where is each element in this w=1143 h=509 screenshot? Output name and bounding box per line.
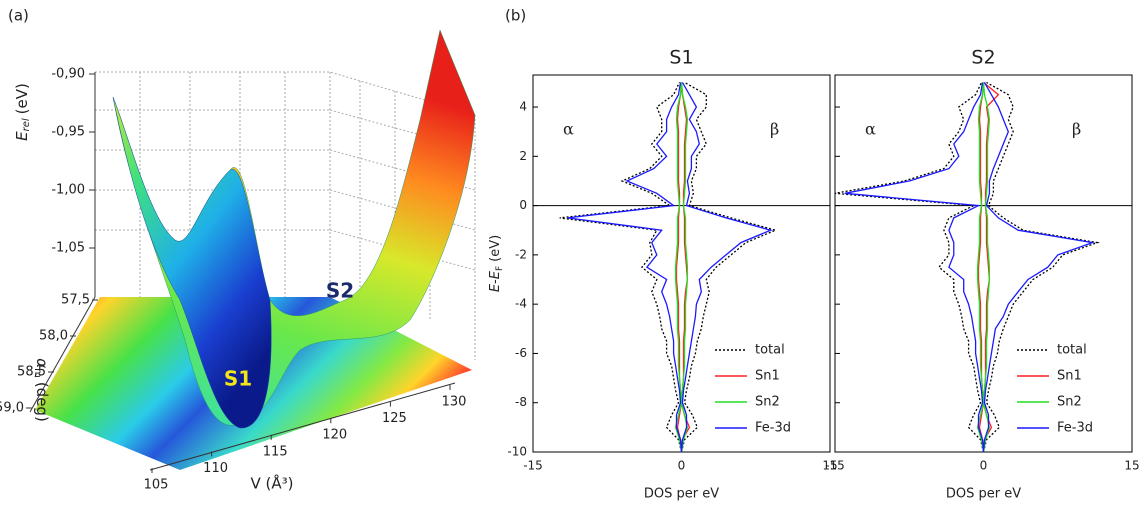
v-tick-label: 115	[263, 444, 288, 459]
dos-curve	[559, 82, 683, 453]
y-tick-label: 2	[519, 149, 527, 163]
y-tick-label: -2	[515, 247, 527, 261]
surface-valley	[112, 96, 272, 429]
x-axis-title: DOS per eV	[644, 487, 719, 502]
y-label-sub: F	[495, 266, 505, 271]
dos-curve	[680, 82, 773, 453]
alpha-axis	[29, 296, 96, 413]
legend-label: Sn1	[755, 369, 780, 384]
v-tick-label: 105	[144, 478, 169, 493]
y-tick-label: -6	[515, 346, 527, 360]
y-tick-label: 4	[519, 100, 527, 114]
alpha-tick-label: 58,0	[39, 329, 68, 344]
dos-curve	[982, 82, 1095, 453]
dos-panels: (b) S1 DOS per eV α β -15 0 15 4 2 0 -2 -4 -6 -8 -10 E-E…	[488, 7, 1140, 502]
alpha-tick-label: 57,5	[61, 293, 90, 308]
z-label-sub: rel	[21, 118, 32, 131]
z-tick-label: -0,95	[51, 125, 85, 140]
panel-title: S2	[971, 47, 995, 69]
legend-label: total	[755, 343, 785, 358]
alpha-axis-title: αm (deg)	[32, 358, 52, 422]
spin-label: β	[770, 120, 779, 139]
s2-annotation: S2	[326, 279, 354, 303]
y-label-main: E-E	[488, 270, 503, 292]
v-tick-label: 125	[382, 411, 407, 426]
panel-label: (a)	[8, 7, 29, 25]
legend-label: Sn2	[755, 395, 780, 410]
dos-curve	[982, 81, 1000, 453]
z-tick-label: -1,05	[51, 241, 85, 256]
spin-label: α	[563, 120, 574, 139]
z-tick-label: -1,00	[51, 183, 85, 198]
spin-label: α	[865, 120, 876, 139]
y-tick-label: 0	[519, 198, 527, 212]
x-tick-label: 0	[980, 459, 988, 473]
panel-title: S1	[669, 47, 693, 69]
legend-label: Sn1	[1057, 369, 1082, 384]
x-tick-label: -15	[523, 459, 543, 473]
dos-curve	[680, 81, 778, 453]
alpha-label-sub: m	[32, 368, 43, 378]
dos-curve	[680, 82, 689, 453]
z-label-unit: (eV)	[13, 83, 31, 114]
x-tick-label: 0	[678, 459, 686, 473]
v-axis	[149, 382, 456, 471]
dos-curve	[567, 82, 683, 453]
dos-curve	[976, 82, 985, 453]
z-label-main: E	[13, 131, 31, 141]
y-tick-label: -8	[515, 395, 527, 409]
x-tick-label: 15	[822, 459, 837, 473]
legend-label: Fe-3d	[755, 421, 791, 436]
alpha-label-main: α	[34, 358, 52, 368]
v-axis-title: V (Å³)	[250, 474, 293, 493]
legend-label: Sn2	[1057, 395, 1082, 410]
dos-curve	[834, 82, 985, 453]
y-tick-label: -4	[515, 297, 527, 311]
z-tick-label: -0,90	[51, 67, 85, 82]
z-axis-title: Erel (eV)	[13, 83, 33, 141]
panel-label: (b)	[505, 7, 526, 25]
x-axis-title: DOS per eV	[946, 487, 1021, 502]
v-tick-label: 110	[203, 461, 228, 476]
y-tick-label: -10	[507, 445, 527, 459]
x-tick-label: 15	[1124, 459, 1139, 473]
v-tick-label: 130	[442, 395, 467, 410]
y-label-unit: (eV)	[488, 235, 503, 262]
surface-panel: (a) Erel (eV) αm (deg) V (Å³) S1 S2	[8, 7, 476, 493]
x-tick-label: -15	[825, 459, 845, 473]
dos-curve	[674, 82, 683, 453]
legend-label: Fe-3d	[1057, 421, 1093, 436]
s1-annotation: S1	[224, 367, 252, 391]
v-tick-label: 120	[322, 428, 347, 443]
legend-label: total	[1057, 343, 1087, 358]
dos-curve	[844, 82, 985, 453]
alpha-label-unit: (deg)	[34, 382, 52, 422]
y-axis-title: E-EF (eV)	[488, 235, 505, 292]
alpha-tick-label: 58,5	[17, 365, 46, 380]
dos-curve	[982, 82, 991, 453]
alpha-tick-label: 59,0	[0, 401, 24, 416]
spin-label: β	[1072, 120, 1081, 139]
